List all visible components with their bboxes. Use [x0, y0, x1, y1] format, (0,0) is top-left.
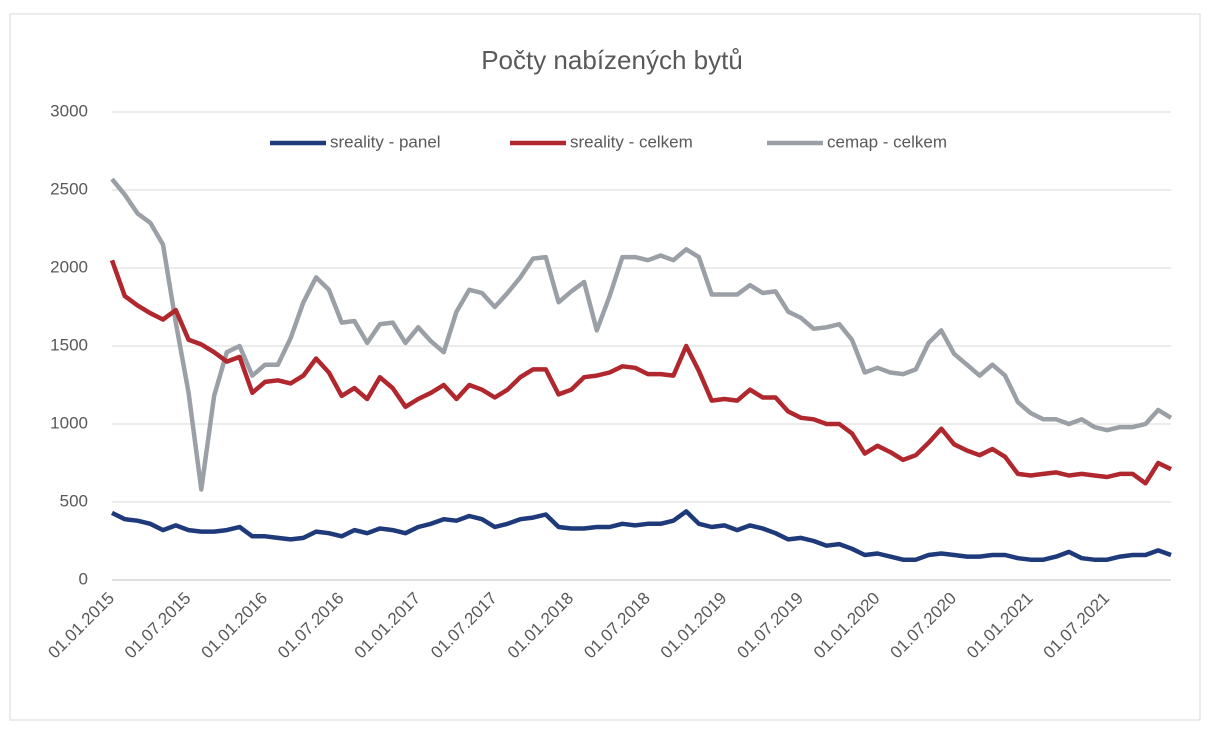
legend-label: sreality - panel: [330, 132, 441, 151]
y-tick-label: 0: [79, 569, 88, 588]
y-tick-label: 3000: [50, 101, 88, 120]
y-tick-label: 2500: [50, 179, 88, 198]
y-tick-label: 2000: [50, 257, 88, 276]
legend-label: sreality - celkem: [570, 132, 693, 151]
series-line: [109, 259, 1172, 486]
series-line: [110, 177, 1173, 492]
chart-title: Počty nabízených bytů: [481, 45, 743, 75]
y-tick-label: 1000: [50, 413, 88, 432]
y-tick-label: 500: [60, 491, 88, 510]
series-line: [111, 509, 1172, 562]
legend-label: cemap - celkem: [827, 132, 947, 151]
y-tick-label: 1500: [50, 335, 88, 354]
chart-frame: [9, 13, 1201, 721]
